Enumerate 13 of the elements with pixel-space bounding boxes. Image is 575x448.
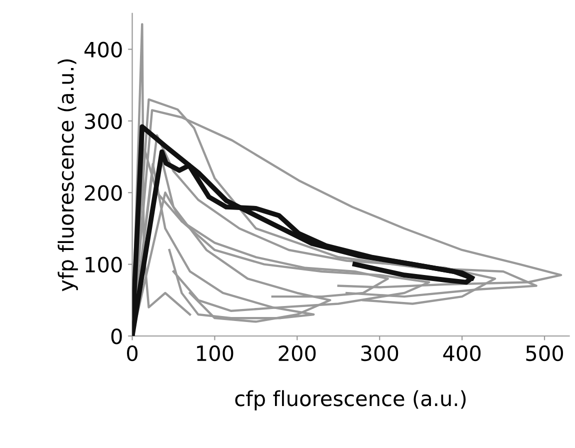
x-tick-label: 300 <box>361 345 398 362</box>
y-axis-title: yfp fluorescence (a.u.) <box>58 59 78 292</box>
x-tick-label: 0 <box>126 345 138 362</box>
x-tick-label: 200 <box>278 345 316 362</box>
x-axis-title: cfp fluorescence (a.u.) <box>235 390 466 410</box>
y-tick-label: 200 <box>84 185 122 201</box>
y-tick-label: 0 <box>111 328 122 344</box>
y-tick-label: 100 <box>86 256 122 273</box>
x-tick-label: 500 <box>526 345 564 362</box>
x-tick-label: 400 <box>443 345 481 362</box>
x-tick-label: 100 <box>197 345 234 362</box>
y-tick-label: 300 <box>85 113 122 130</box>
y-tick-label: 400 <box>84 42 122 58</box>
